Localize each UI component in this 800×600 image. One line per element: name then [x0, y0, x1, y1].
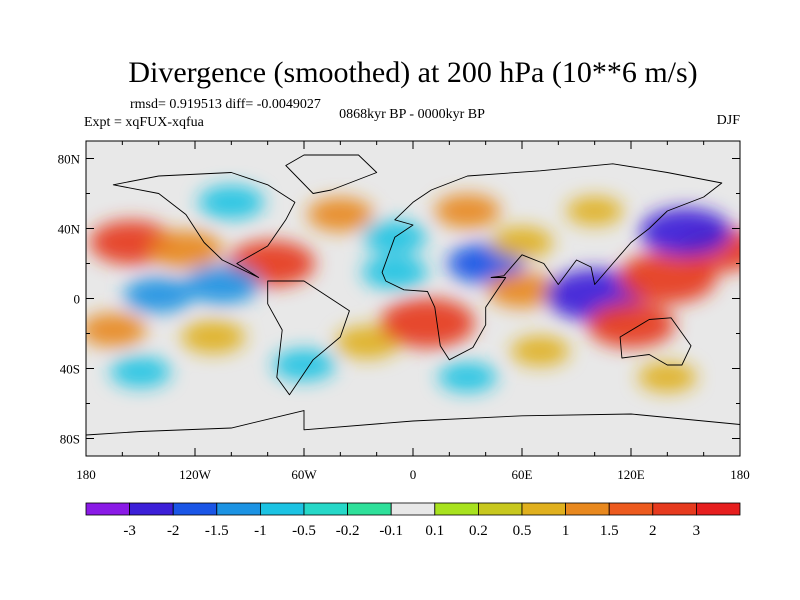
anomaly-blob: [272, 349, 336, 381]
colorbar-label: -1.5: [205, 523, 229, 539]
colorbar-label: 3: [693, 523, 701, 539]
anomaly-blob: [307, 197, 374, 232]
colorbar-box: [259, 502, 305, 516]
colorbar-label: 0.1: [425, 523, 444, 539]
colorbar-label: 1: [562, 523, 570, 539]
coastline-south-america: [267, 280, 350, 396]
colorbar-box: [434, 502, 479, 516]
colorbar-label: 2: [649, 523, 657, 539]
anomaly-blob: [198, 185, 265, 220]
coastline-north-america: [112, 172, 296, 278]
colorbar-box: [172, 502, 218, 516]
colorbar-box: [696, 502, 741, 516]
colorbar-box: [565, 502, 610, 516]
anomaly-blob: [490, 226, 554, 259]
colorbar-box: [652, 502, 697, 516]
colorbar-label: -3: [123, 523, 136, 539]
colorbar-box: [347, 502, 392, 516]
anomaly-blob: [637, 362, 697, 393]
colorbar-label: -0.1: [379, 523, 403, 539]
colorbar-label: -2: [167, 523, 180, 539]
stats-label: rmsd= 0.919513 diff= -0.0049027: [130, 97, 321, 112]
coastlines: [86, 154, 740, 456]
x-tick-label: 120W: [179, 467, 212, 482]
anomaly-blob: [335, 325, 400, 359]
colorbar-label: -0.5: [292, 523, 316, 539]
colorbar-box: [608, 502, 654, 516]
y-tick-label: 80N: [58, 152, 81, 167]
anomaly-blob: [639, 208, 732, 256]
anomaly-blob: [123, 277, 194, 313]
anomaly-blob: [438, 362, 497, 393]
anomaly-blob: [86, 313, 147, 347]
colorbar-label: -1: [254, 523, 267, 539]
y-tick-label: 0: [74, 292, 81, 307]
x-tick-label: 180: [76, 467, 96, 482]
colorbar-label: 0.2: [469, 523, 488, 539]
colorbar-box: [216, 502, 261, 516]
map-area: [86, 141, 740, 456]
anomaly-blob: [587, 301, 675, 348]
anomaly-blob: [184, 265, 260, 304]
colorbar-box: [85, 502, 130, 516]
x-tick-label: 60E: [512, 467, 533, 482]
colorbar-box: [521, 502, 566, 516]
colorbar-box: [390, 502, 436, 516]
colorbar-box: [129, 502, 174, 516]
coastline-antarctica: [86, 410, 740, 456]
chart-title: Divergence (smoothed) at 200 hPa (10**6 …: [128, 56, 697, 89]
coastline-africa-eurasia: [381, 163, 723, 361]
x-tick-label: 180: [730, 467, 750, 482]
colorbar-label: 1.5: [600, 523, 619, 539]
y-tick-label: 40S: [60, 362, 80, 377]
coastline-australia: [619, 317, 692, 366]
colorbar-box: [303, 502, 348, 516]
anomaly-blob: [566, 196, 624, 226]
anomaly-blob: [149, 230, 223, 269]
anomaly-field: [86, 185, 740, 393]
x-tick-label: 120E: [617, 467, 645, 482]
x-axis: 180 120W 60W 0 60E 120E 180: [76, 141, 750, 482]
colorbar: -3 -2 -1.5 -1 -0.5 -0.2 -0.1 0.1 0.2 0.5 1 1.5 2 3: [85, 502, 741, 539]
anomaly-blob: [380, 298, 475, 348]
colorbar-box: [477, 502, 523, 516]
anomaly-blob: [110, 356, 171, 388]
y-tick-label: 40N: [58, 222, 81, 237]
experiment-label: Expt = xqFUX-xqfua: [84, 115, 205, 130]
x-tick-label: 60W: [291, 467, 317, 482]
anomaly-blob: [361, 255, 428, 290]
period-label: 0868kyr BP - 0000kyr BP: [339, 107, 485, 122]
season-label: DJF: [717, 113, 741, 128]
anomaly-blob: [434, 194, 501, 228]
anomaly-blob: [487, 271, 557, 308]
y-tick-label: 80S: [60, 432, 80, 447]
y-axis: 80N 40N 0 40S 80S: [58, 152, 740, 447]
colorbar-label: 0.5: [513, 523, 532, 539]
colorbar-label: -0.2: [336, 523, 360, 539]
coastline-greenland: [285, 154, 378, 194]
anomaly-blob: [181, 320, 246, 354]
anomaly-blob: [510, 336, 570, 366]
x-tick-label: 0: [410, 467, 417, 482]
